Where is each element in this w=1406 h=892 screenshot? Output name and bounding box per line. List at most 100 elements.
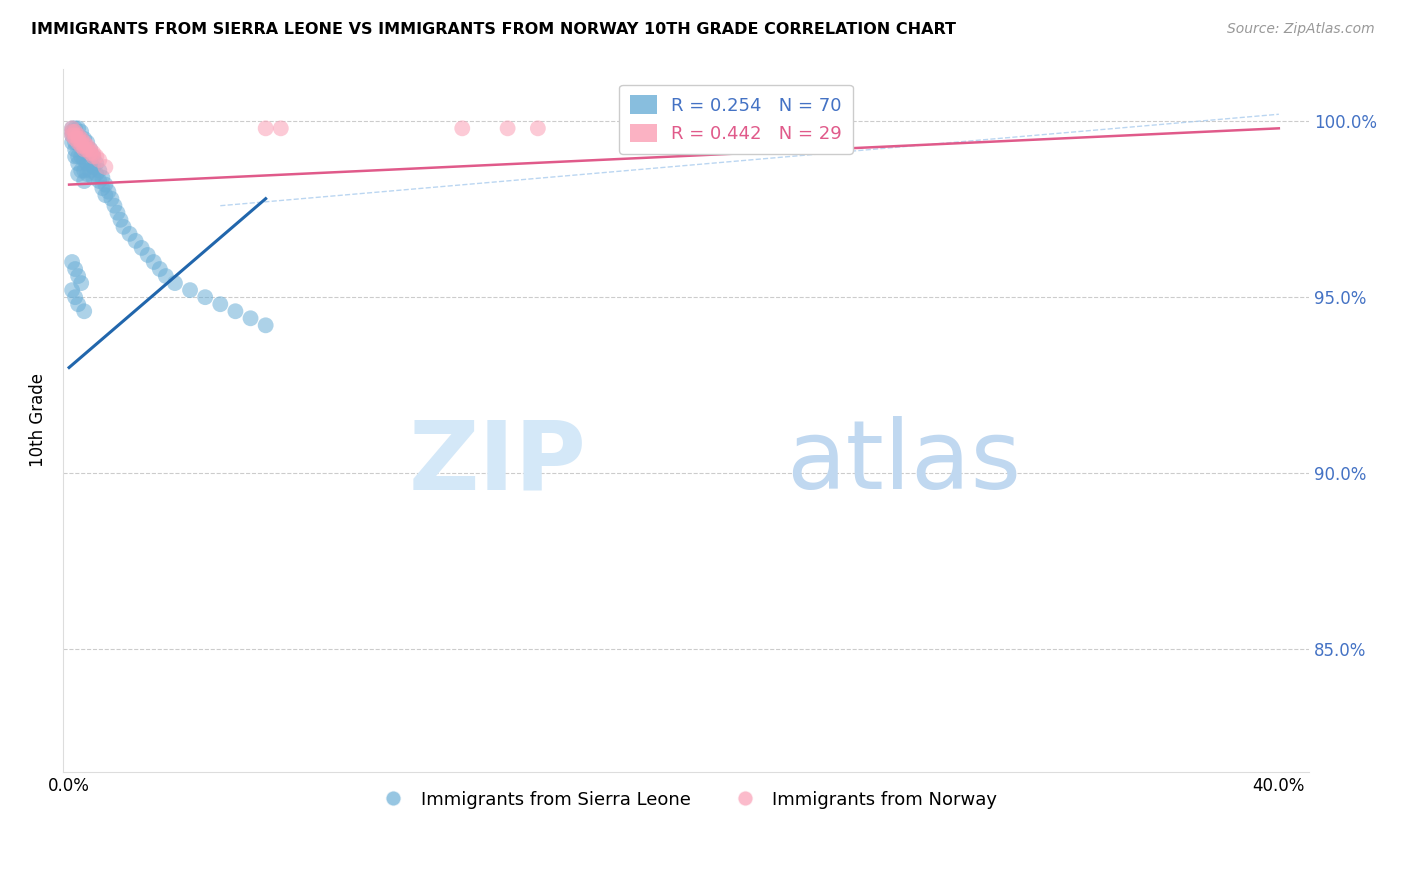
Point [63,290,86,304]
Point [70,163,93,178]
Point [60,255,83,269]
Point [110,212,132,227]
Point [60,128,83,143]
Point [73,153,96,167]
Point [149,262,172,277]
Point [67,128,90,143]
Point [94,178,117,192]
Point [89,174,111,188]
Point [79,153,101,167]
Point [60,136,83,150]
Point [60,121,83,136]
Point [239,311,262,326]
Point [254,121,277,136]
Point [84,156,107,170]
Point [527,121,550,136]
Point [79,143,101,157]
Point [451,121,474,136]
Point [136,248,159,262]
Point [142,255,165,269]
Point [496,121,519,136]
Point [73,132,96,146]
Point [107,206,129,220]
Point [63,121,86,136]
Point [67,132,90,146]
Point [124,234,146,248]
Point [67,128,90,143]
Point [73,136,96,150]
Point [94,160,117,174]
Point [84,149,107,163]
Point [63,143,86,157]
Point [89,163,111,178]
Point [63,132,86,146]
Text: IMMIGRANTS FROM SIERRA LEONE VS IMMIGRANTS FROM NORWAY 10TH GRADE CORRELATION CH: IMMIGRANTS FROM SIERRA LEONE VS IMMIGRAN… [31,22,956,37]
Point [76,143,98,157]
Point [70,136,93,150]
Point [76,156,98,170]
Point [73,143,96,157]
Point [67,297,90,311]
Text: Source: ZipAtlas.com: Source: ZipAtlas.com [1227,22,1375,37]
Point [76,139,98,153]
Point [67,136,90,150]
Point [79,143,101,157]
Point [73,304,96,318]
Point [194,290,217,304]
Point [67,136,90,150]
Point [118,227,141,241]
Y-axis label: 10th Grade: 10th Grade [30,373,46,467]
Point [63,136,86,150]
Point [63,125,86,139]
Point [103,199,125,213]
Point [70,125,93,139]
Text: ZIP: ZIP [409,416,586,509]
Point [76,145,98,160]
Point [89,153,111,167]
Point [70,139,93,153]
Point [63,128,86,143]
Point [60,125,83,139]
Point [63,149,86,163]
Point [70,149,93,163]
Point [79,163,101,178]
Point [60,121,83,136]
Point [209,297,232,311]
Point [163,276,186,290]
Point [70,139,93,153]
Point [94,188,117,202]
Point [73,174,96,188]
Point [155,268,177,283]
Point [91,170,114,185]
Point [67,268,90,283]
Point [73,143,96,157]
Point [76,167,98,181]
Point [67,167,90,181]
Point [112,219,135,234]
Text: atlas: atlas [786,416,1021,509]
Point [60,128,83,143]
Point [82,145,104,160]
Point [67,121,90,136]
Point [73,163,96,178]
Point [100,192,122,206]
Point [67,156,90,170]
Point [254,318,277,333]
Point [60,125,83,139]
Point [82,170,104,185]
Point [67,149,90,163]
Point [79,145,101,160]
Point [70,276,93,290]
Point [224,304,246,318]
Point [63,128,86,143]
Point [179,283,201,297]
Point [97,185,120,199]
Point [60,283,83,297]
Point [76,136,98,150]
Point [63,262,86,277]
Point [84,167,107,181]
Point [82,149,104,163]
Point [70,132,93,146]
Point [82,149,104,163]
Point [91,181,114,195]
